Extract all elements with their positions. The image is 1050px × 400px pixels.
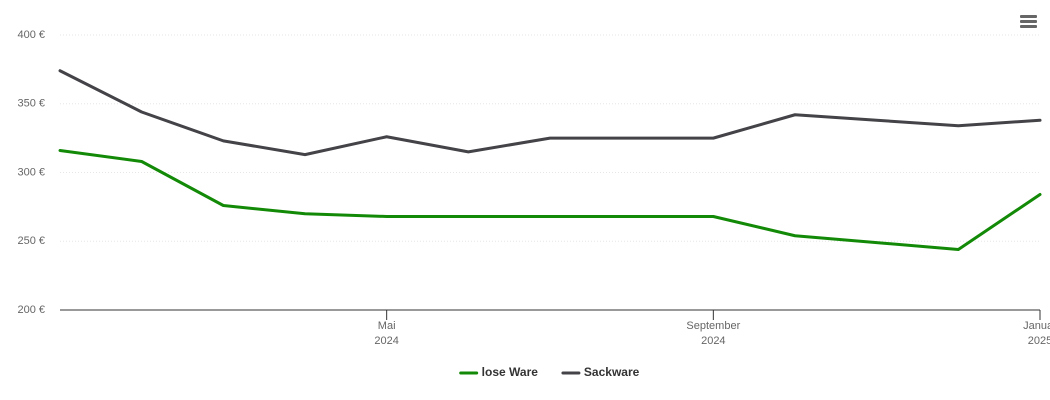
legend-label: Sackware xyxy=(584,365,640,379)
x-tick-label: 2024 xyxy=(374,335,398,347)
menu-icon[interactable] xyxy=(1020,15,1037,28)
x-tick-label: September xyxy=(686,320,740,332)
y-tick-label: 200 € xyxy=(17,304,45,316)
x-tick-label: Mai xyxy=(378,320,396,332)
y-tick-label: 400 € xyxy=(17,29,45,41)
x-tick-label: Januar xyxy=(1023,320,1050,332)
menu-bar xyxy=(1020,15,1037,18)
y-tick-label: 250 € xyxy=(17,235,45,247)
series-line xyxy=(58,69,1042,157)
legend: lose Ware Sackware xyxy=(459,365,640,379)
menu-bar xyxy=(1020,20,1037,23)
legend-item[interactable]: lose Ware xyxy=(459,365,539,379)
legend-label: lose Ware xyxy=(482,365,539,379)
y-tick-label: 350 € xyxy=(17,98,45,110)
y-tick-label: 300 € xyxy=(17,166,45,178)
menu-bar xyxy=(1020,25,1037,28)
x-tick-label: 2024 xyxy=(701,335,725,347)
legend-item[interactable]: Sackware xyxy=(561,365,640,379)
series-line xyxy=(58,149,1042,251)
x-tick-label: 2025 xyxy=(1028,335,1050,347)
